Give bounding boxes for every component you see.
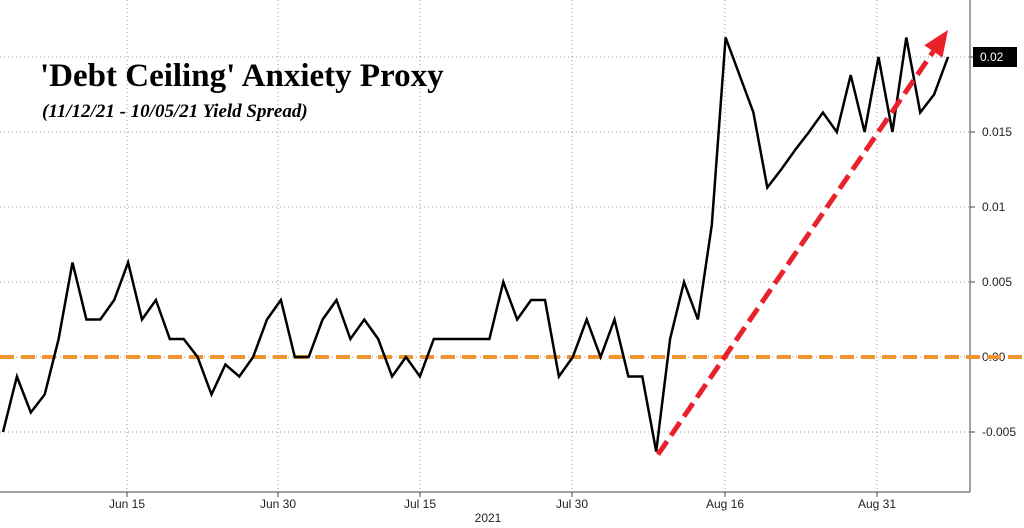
chart-title: 'Debt Ceiling' Anxiety Proxy	[40, 58, 444, 94]
x-tick-label: Jul 15	[404, 497, 436, 511]
x-tick-label: Jul 30	[556, 497, 588, 511]
last-value-badge	[973, 47, 1017, 67]
last-value-label: 0.02	[980, 50, 1004, 64]
y-tick-label: 0.005	[982, 275, 1012, 289]
series-layer	[1, 37, 950, 452]
x-tick-label: Jun 30	[260, 497, 296, 511]
last-value-layer: 0.02	[973, 47, 1017, 67]
x-axis-year-label: 2021	[475, 511, 502, 525]
trend-arrow-layer	[655, 30, 948, 456]
y-tick-label: 0.01	[982, 200, 1006, 214]
x-tick-label: Jun 15	[109, 497, 145, 511]
x-tick-label: Aug 31	[858, 497, 896, 511]
x-tick-label: Aug 16	[706, 497, 744, 511]
series-line	[1, 37, 950, 452]
y-tick-label: -0.005	[982, 425, 1016, 439]
trend-arrow-shaft	[655, 50, 936, 456]
trend-arrow-head	[924, 30, 948, 58]
y-tick-label: 0.015	[982, 125, 1012, 139]
chart-subtitle: (11/12/21 - 10/05/21 Yield Spread)	[42, 101, 308, 122]
